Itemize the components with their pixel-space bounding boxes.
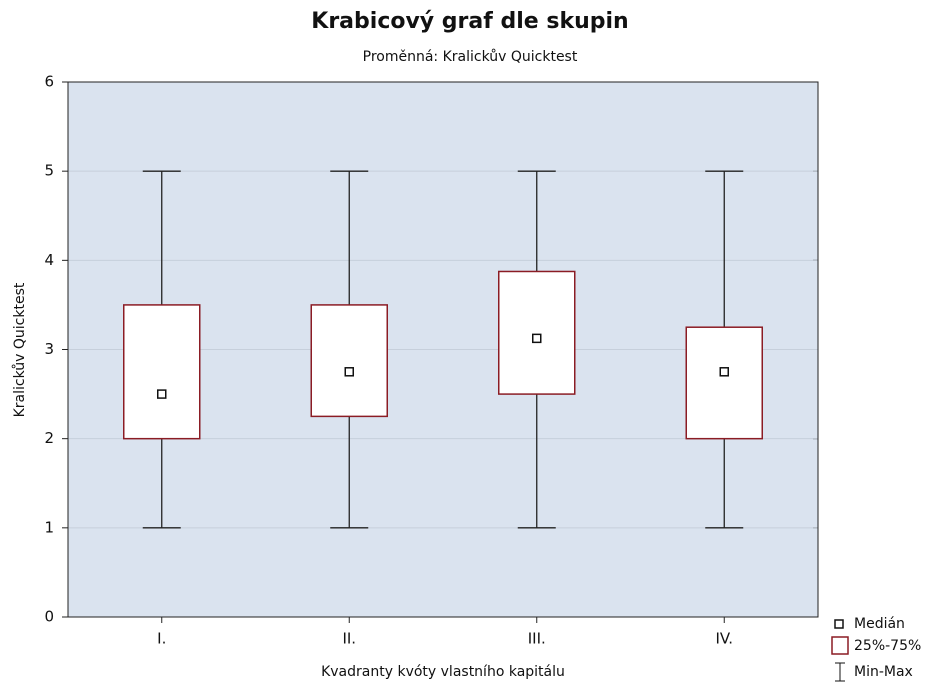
x-tick-label: III. [528,630,546,648]
box [498,270,576,395]
box [310,304,388,418]
plot-frame [67,81,819,618]
legend-label: 25%-75% [854,638,921,654]
median-marker [719,367,729,377]
y-tick-label: 0 [44,608,54,626]
box [123,304,201,440]
x-tick-label: II. [342,630,356,648]
legend-box-icon [831,636,849,655]
legend-label: Medián [854,616,905,632]
x-axis-label: Kvadranty kvóty vlastního kapitálu [321,664,565,680]
y-tick-label: 2 [44,429,54,447]
median-marker [532,333,542,344]
median-marker [157,389,167,399]
box [685,326,763,440]
median-marker [344,367,354,377]
y-tick-label: 3 [44,340,54,358]
x-tick-label: IV. [715,630,733,648]
y-tick-label: 4 [44,251,54,269]
y-tick-label: 6 [44,73,54,91]
legend-label: Min-Max [854,664,913,680]
chart-title: Krabicový graf dle skupin [311,9,628,34]
y-tick-label: 1 [44,518,54,536]
chart-subtitle: Proměnná: Kralickův Quicktest [363,49,578,65]
y-tick-label: 5 [44,162,54,180]
x-tick-label: I. [157,630,166,648]
y-axis-label: Kralickův Quicktest [12,282,28,417]
legend-median-icon [834,619,844,629]
